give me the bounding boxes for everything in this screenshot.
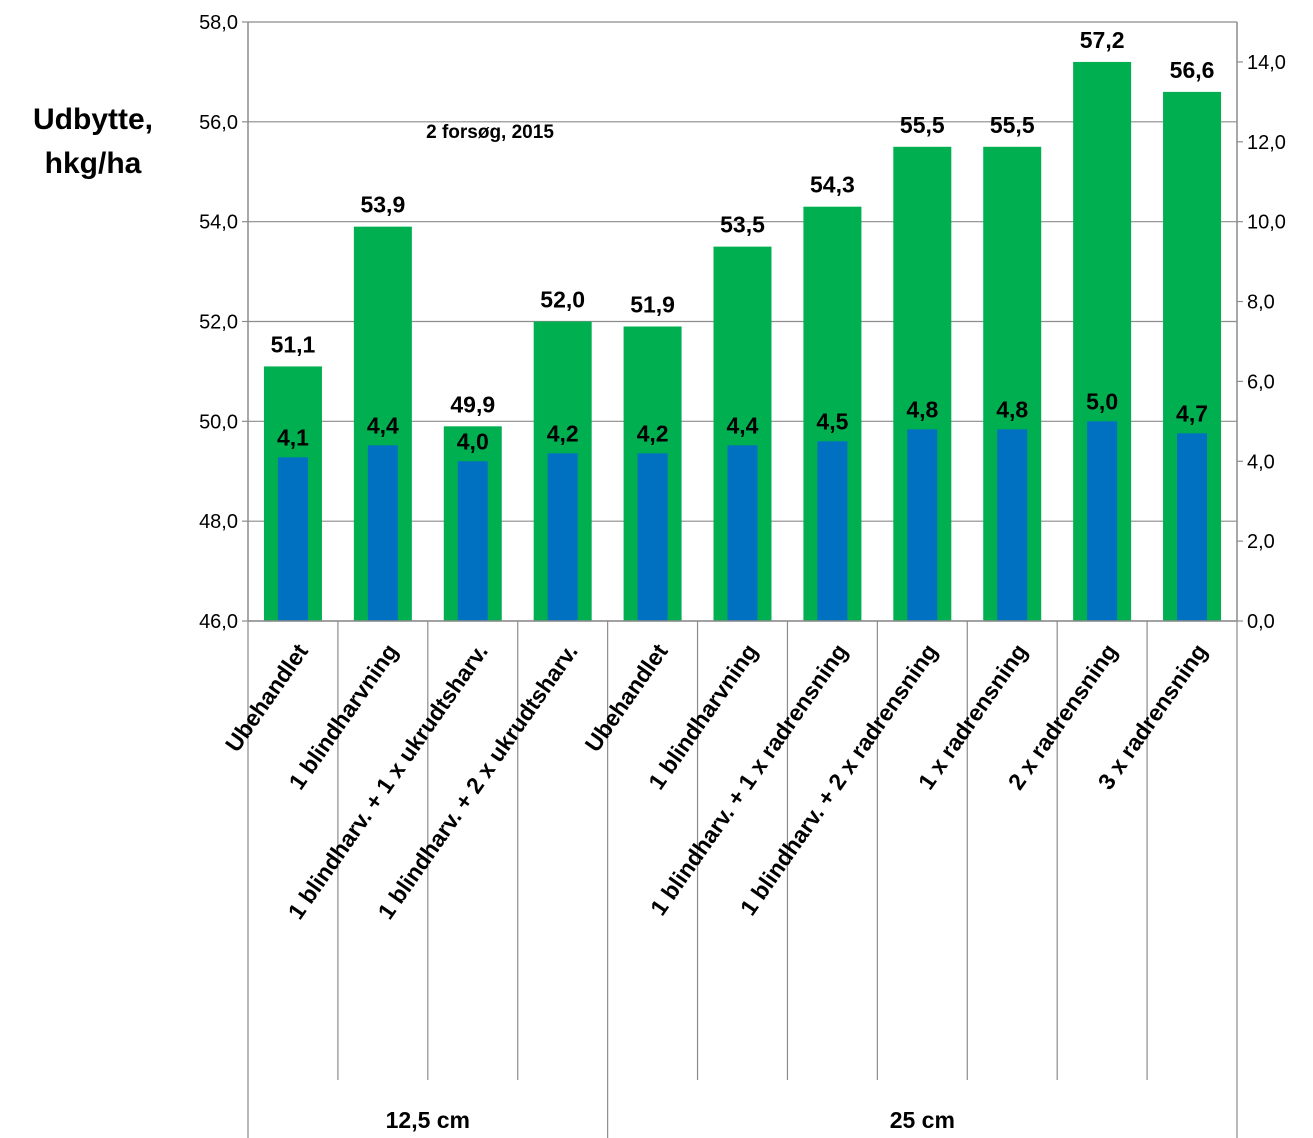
right-tick-label: 6,0 xyxy=(1247,371,1275,393)
left-tick-label: 58,0 xyxy=(199,12,238,34)
left-tick-label: 50,0 xyxy=(199,411,238,433)
left-tick-label: 46,0 xyxy=(199,611,238,633)
y-axis-title-line-2: hkg/ha xyxy=(44,147,142,180)
right-tick-label: 14,0 xyxy=(1247,52,1286,74)
category-label: 1 blindharv. + 2 x radrensning xyxy=(735,639,943,920)
bar xyxy=(637,453,668,621)
group-label: 12,5 cm xyxy=(386,1107,470,1133)
bar xyxy=(727,445,758,621)
category-label: Ubehandlet xyxy=(580,639,673,757)
left-tick-label: 52,0 xyxy=(199,312,238,334)
data-label: 5,0 xyxy=(1086,388,1118,414)
bar xyxy=(817,441,848,621)
data-label: 55,5 xyxy=(900,112,945,138)
bar xyxy=(997,429,1028,621)
right-tick-label: 2,0 xyxy=(1247,531,1275,553)
data-label: 4,1 xyxy=(277,424,309,450)
bar xyxy=(457,461,488,621)
chart-annotation: 2 forsøg, 2015 xyxy=(426,122,554,143)
bar xyxy=(277,457,308,621)
bar xyxy=(1177,433,1208,621)
data-label: 51,1 xyxy=(271,331,316,357)
data-label: 4,8 xyxy=(996,396,1028,422)
data-labels: 51,1 4,1 53,9 4,4 49,9 4,0 52,0 4,2 51,9 4,2 53,5 4… xyxy=(271,27,1215,454)
right-tick-label: 12,0 xyxy=(1247,132,1286,154)
left-tick-label: 54,0 xyxy=(199,212,238,234)
left-tick-label: 56,0 xyxy=(199,112,238,134)
data-label: 4,4 xyxy=(367,412,399,438)
data-label: 49,9 xyxy=(450,391,495,417)
bar xyxy=(907,429,938,621)
right-tick-label: 0,0 xyxy=(1247,611,1275,633)
right-tick-label: 10,0 xyxy=(1247,212,1286,234)
data-label: 56,6 xyxy=(1170,57,1215,83)
blue-series-bars xyxy=(277,421,1208,621)
data-label: 4,0 xyxy=(457,428,489,454)
category-label: 1 blindharv. + 2 x ukrudtsharv. xyxy=(372,639,582,924)
y-axis-title-line-1: Udbytte, xyxy=(33,103,153,136)
left-tick-label: 48,0 xyxy=(199,511,238,533)
data-label: 4,7 xyxy=(1176,400,1208,426)
right-tick-label: 4,0 xyxy=(1247,451,1275,473)
data-label: 4,8 xyxy=(906,396,938,422)
bar xyxy=(367,445,398,621)
data-label: 53,9 xyxy=(360,192,405,218)
right-tick-label: 8,0 xyxy=(1247,292,1275,314)
data-label: 57,2 xyxy=(1080,27,1125,53)
data-label: 53,5 xyxy=(720,212,765,238)
bar xyxy=(547,453,578,621)
y-axis-title: Udbytte, hkg/ha xyxy=(18,98,168,186)
data-label: 4,5 xyxy=(816,408,848,434)
data-label: 52,0 xyxy=(540,287,585,313)
data-label: 55,5 xyxy=(990,112,1035,138)
group-label: 25 cm xyxy=(890,1107,955,1133)
data-label: 51,9 xyxy=(630,291,675,317)
data-label: 4,4 xyxy=(727,412,759,438)
category-label: 1 blindharv. + 1 x radrensning xyxy=(645,639,853,920)
bar xyxy=(1087,421,1118,621)
data-label: 54,3 xyxy=(810,172,855,198)
data-label: 4,2 xyxy=(547,420,579,446)
data-label: 4,2 xyxy=(637,420,669,446)
category-label: Ubehandlet xyxy=(220,639,313,757)
